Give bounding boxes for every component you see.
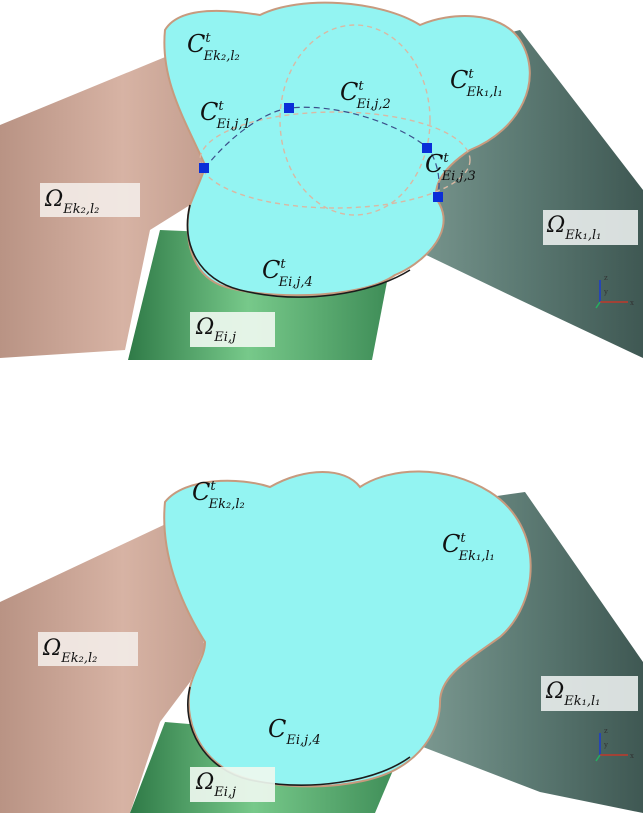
omega-left-bg: [40, 183, 140, 217]
label-curve-4: Ct Ei,j,4: [262, 256, 313, 290]
omega-bottom-bg: [190, 767, 275, 802]
label-omega-left: ΩEk₂,l₂: [42, 636, 97, 666]
label-omega-bottom: ΩEi,j: [195, 770, 236, 800]
dashed-ellipse-2: [279, 24, 431, 216]
axis-y: y: [603, 288, 608, 296]
label-curve-1: Ct Ei,j,1: [200, 98, 251, 132]
label-omega-right: ΩEk₁,l₁: [546, 213, 601, 243]
cap-bottom-edge: [186, 204, 411, 298]
node-marker: [433, 192, 443, 202]
omega-bottom-bg: [190, 312, 275, 347]
label-omega-bottom: ΩEi,j: [195, 315, 236, 345]
label-cap-left: Ct Ek₂,l₂: [192, 478, 245, 512]
label-curve-2: Ct Ei,j,2: [340, 78, 391, 112]
axis-triad: z x y: [595, 274, 634, 309]
node-marker: [199, 163, 209, 173]
node-marker: [422, 143, 432, 153]
omega-left-bg: [38, 632, 138, 666]
omega-right-bg: [541, 676, 638, 711]
label-curve-3: Ct Ei,j,3: [425, 150, 476, 184]
bottom-panel: Ct Ek₂,l₂ Ct Ek₁,l₁ CEi,j,4 ΩEk₂,l₂ ΩEk₁,l…: [0, 452, 643, 813]
label-cap-left: Ct Ek₂,l₂: [187, 30, 240, 64]
left-tube: [0, 522, 205, 813]
axis-x: x: [630, 299, 634, 307]
top-panel: Ct Ek₂,l₂ Ct Ek₁,l₁ Ct Ei,j,1 Ct Ei,j,2 Ct Ei…: [0, 0, 643, 360]
label-omega-left: ΩEk₂,l₂: [44, 187, 99, 217]
omega-right-bg: [543, 210, 638, 245]
dashed-ellipse-1: [199, 111, 471, 209]
axis-x: x: [630, 752, 634, 760]
label-cap-right: Ct Ek₁,l₁: [450, 66, 503, 100]
cap-surface: [163, 1, 531, 297]
bottom-diagram: Ct Ek₂,l₂ Ct Ek₁,l₁ CEi,j,4 ΩEk₂,l₂ ΩEk₁,l…: [0, 470, 643, 813]
axis-z: z: [604, 727, 608, 735]
node-marker: [284, 103, 294, 113]
axis-z: z: [604, 274, 608, 282]
top-diagram: Ct Ek₂,l₂ Ct Ek₁,l₁ Ct Ei,j,1 Ct Ei,j,2 Ct Ei…: [0, 1, 643, 360]
label-cap-right: Ct Ek₁,l₁: [442, 530, 495, 564]
dashed-curve-inner: [204, 106, 440, 197]
axis-y: y: [603, 741, 608, 749]
label-omega-right: ΩEk₁,l₁: [545, 679, 600, 709]
axis-triad: z x y: [595, 727, 634, 762]
cap-surface: [163, 470, 532, 788]
label-curve-4: CEi,j,4: [268, 715, 321, 748]
